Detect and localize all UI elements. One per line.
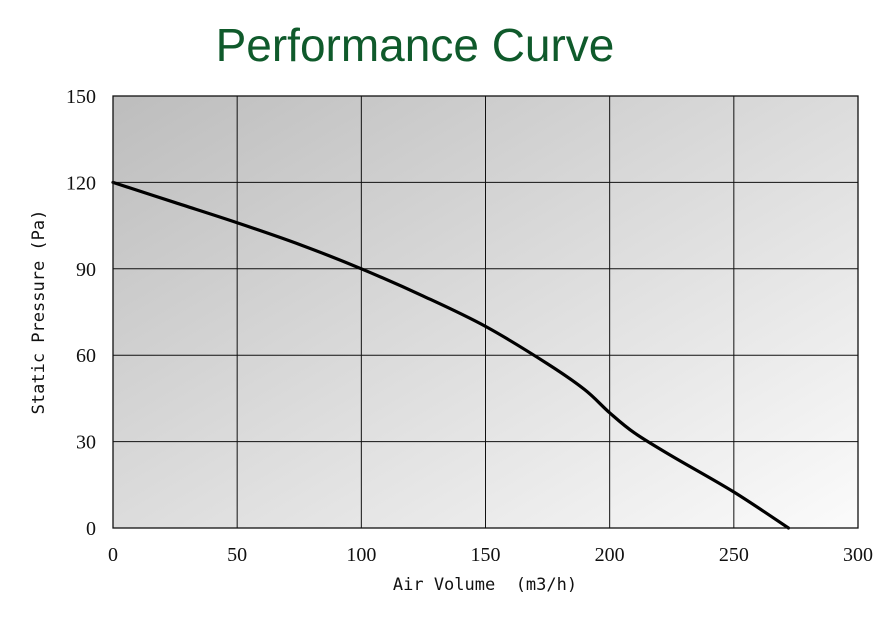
- x-tick-label: 300: [843, 544, 873, 566]
- chart-title: Performance Curve: [215, 19, 615, 71]
- x-tick-label: 0: [108, 544, 118, 566]
- y-tick-label: 150: [66, 86, 96, 108]
- y-tick-label: 60: [76, 345, 96, 367]
- y-tick-label: 90: [76, 259, 96, 281]
- y-tick-label: 30: [76, 432, 96, 454]
- y-tick-label: 0: [86, 518, 96, 540]
- x-tick-label: 50: [227, 544, 247, 566]
- x-tick-label: 100: [346, 544, 376, 566]
- x-tick-label: 200: [595, 544, 625, 566]
- x-tick-label: 250: [719, 544, 749, 566]
- performance-curve-line: [111, 180, 791, 530]
- x-axis-label: Air Volume (m3/h): [393, 575, 577, 595]
- plot-frame: [112, 95, 859, 529]
- x-tick-label: 150: [471, 544, 501, 566]
- y-axis-label: Static Pressure (Pa): [29, 210, 49, 415]
- y-tick-label: 120: [66, 172, 96, 194]
